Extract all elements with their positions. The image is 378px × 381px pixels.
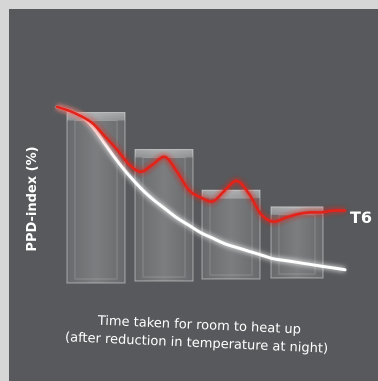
bar-3-top	[202, 190, 260, 199]
x-axis-label: Time taken for room to heat up (after re…	[65, 314, 329, 357]
bar-4-top	[271, 206, 323, 215]
chart: PPD-index (%) Time taken for room to hea…	[25, 104, 372, 357]
series-red-line	[55, 104, 347, 225]
y-axis-label: PPD-index (%)	[25, 146, 40, 251]
bar-1-body	[66, 112, 126, 284]
bar-1	[66, 112, 126, 284]
series-white-path	[55, 105, 347, 272]
bar-1-top	[67, 112, 125, 121]
chart-panel: PPD-index (%) Time taken for room to hea…	[9, 9, 378, 381]
bar-2-top	[135, 149, 193, 158]
series-red-path	[55, 105, 347, 224]
series-white-line	[55, 104, 347, 273]
series-lines	[55, 104, 347, 273]
t6-logo: T6	[350, 208, 372, 227]
t6-logo-text: T6	[350, 208, 372, 227]
